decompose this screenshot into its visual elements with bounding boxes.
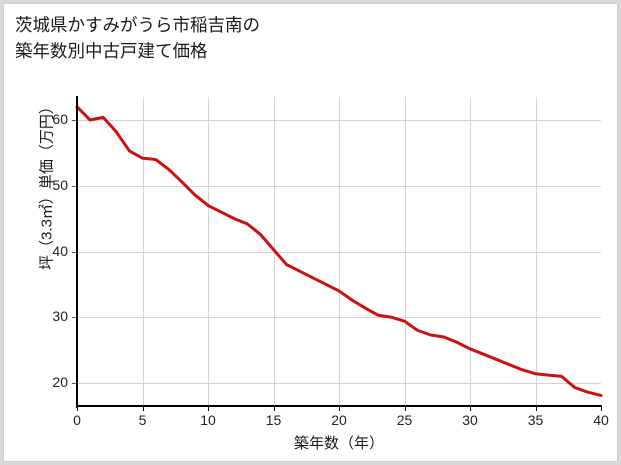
y-tick-label-20: 20: [52, 373, 68, 390]
x-tick-label-30: 30: [462, 412, 478, 428]
x-tick-15: [273, 407, 275, 411]
line-series: [75, 105, 603, 397]
x-tick-5: [142, 407, 144, 411]
x-tick-label-40: 40: [593, 412, 609, 428]
plot-area: [75, 97, 603, 406]
x-tick-label-5: 5: [138, 412, 147, 428]
y-tick-30: [72, 317, 76, 319]
y-tick-label-40: 40: [52, 242, 68, 259]
x-tick-label-0: 0: [73, 412, 81, 428]
x-tick-label-20: 20: [331, 412, 347, 428]
y-axis-line: [76, 96, 78, 408]
x-tick-label-10: 10: [200, 412, 216, 428]
chart-title: 茨城県かすみがうら市稲吉南の 築年数別中古戸建て価格: [15, 15, 260, 61]
y-tick-60: [72, 120, 76, 121]
gridline-y-40: [77, 251, 601, 253]
chart-figure: 茨城県かすみがうら市稲吉南の 築年数別中古戸建て価格 0 5 10 15 20 25 30 3…: [3, 3, 618, 462]
gridline-y-30: [77, 317, 601, 319]
x-tick-0: [77, 407, 78, 411]
series-line-0: [75, 105, 603, 397]
y-tick-label-30: 30: [52, 308, 68, 325]
y-tick-50: [72, 185, 76, 187]
x-tick-label-35: 35: [527, 412, 544, 428]
x-tick-label-25: 25: [396, 412, 413, 428]
gridline-y-20: [77, 382, 601, 384]
x-tick-25: [404, 407, 406, 411]
gridline-y-60: [77, 120, 601, 121]
x-tick-30: [470, 407, 471, 411]
x-axis-label: 築年数（年）: [293, 435, 384, 452]
x-axis-line: [76, 405, 602, 407]
y-tick-label-60: 60: [52, 111, 68, 127]
x-tick-label-15: 15: [265, 412, 282, 428]
x-tick-40: [601, 407, 602, 411]
y-tick-40: [72, 251, 76, 253]
x-tick-10: [208, 407, 209, 411]
x-tick-20: [339, 407, 340, 411]
gridline-y-50: [77, 185, 601, 187]
y-tick-label-50: 50: [52, 176, 68, 193]
x-tick-35: [535, 407, 537, 411]
y-tick-20: [72, 382, 76, 384]
y-axis-label: 坪（3.3㎡）単価（万円）: [38, 99, 56, 270]
